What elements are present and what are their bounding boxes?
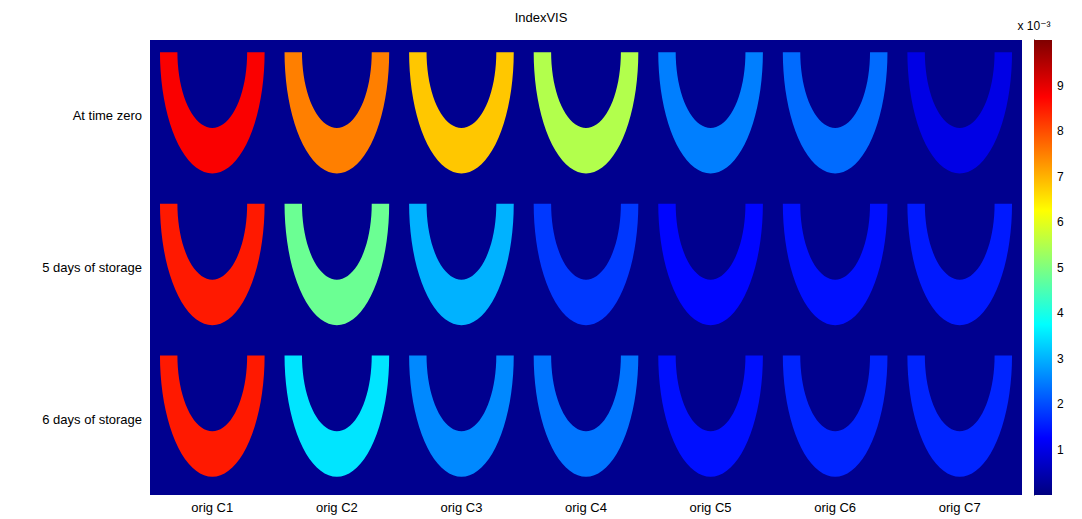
svg-text:x 10⁻³: x 10⁻³	[1017, 19, 1050, 33]
svg-text:3: 3	[1057, 352, 1064, 366]
svg-text:IndexVIS: IndexVIS	[515, 10, 568, 25]
svg-text:5: 5	[1057, 261, 1064, 275]
svg-text:orig C2: orig C2	[316, 500, 358, 515]
svg-text:orig C3: orig C3	[440, 500, 482, 515]
svg-text:orig C4: orig C4	[565, 500, 607, 515]
svg-text:8: 8	[1057, 124, 1064, 138]
svg-text:orig C5: orig C5	[690, 500, 732, 515]
svg-text:orig C7: orig C7	[939, 500, 981, 515]
svg-text:6 days of storage: 6 days of storage	[42, 412, 142, 427]
svg-text:6: 6	[1057, 215, 1064, 229]
svg-text:5 days of storage: 5 days of storage	[42, 260, 142, 275]
svg-text:orig C1: orig C1	[191, 500, 233, 515]
svg-text:9: 9	[1057, 79, 1064, 93]
svg-text:At time zero: At time zero	[73, 108, 142, 123]
svg-text:orig C6: orig C6	[814, 500, 856, 515]
svg-text:2: 2	[1057, 397, 1064, 411]
svg-text:1: 1	[1057, 443, 1064, 457]
svg-text:4: 4	[1057, 306, 1064, 320]
svg-text:7: 7	[1057, 170, 1064, 184]
